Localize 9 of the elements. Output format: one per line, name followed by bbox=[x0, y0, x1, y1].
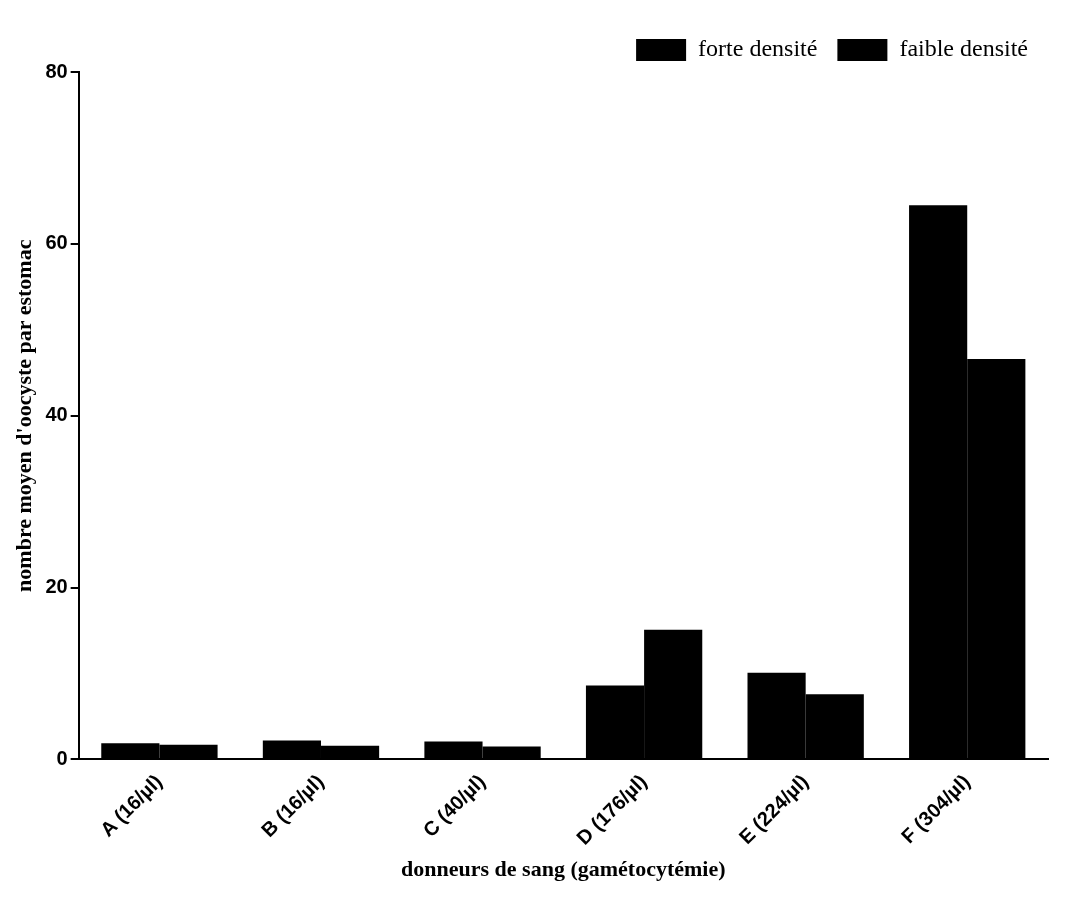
y-axis-title: nombre moyen d'oocyste par estomac bbox=[10, 239, 36, 592]
y-tick-label: 20 bbox=[45, 575, 68, 598]
y-tick-label: 80 bbox=[45, 59, 68, 82]
legend-label: forte densité bbox=[698, 35, 818, 62]
y-tick-label: 0 bbox=[56, 746, 68, 769]
legend-label: faible densité bbox=[899, 35, 1029, 62]
y-tick-label: 40 bbox=[45, 403, 68, 426]
y-tick-label: 60 bbox=[45, 231, 68, 254]
x-axis-title: donneurs de sang (gamétocytémie) bbox=[401, 856, 726, 882]
